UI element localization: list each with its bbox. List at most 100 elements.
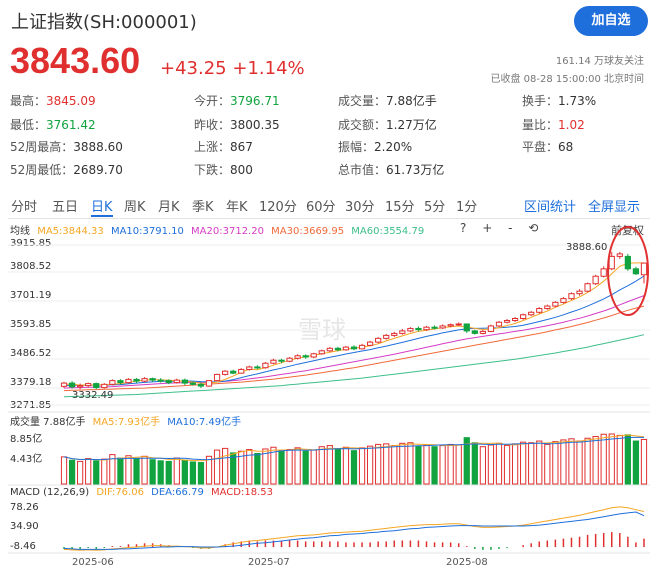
volume-bar: [222, 447, 229, 485]
candle-body: [318, 350, 325, 355]
volume-bar: [399, 442, 406, 485]
candle-body: [254, 366, 261, 369]
volume-bar: [254, 452, 261, 485]
volume-bar: [632, 440, 640, 485]
candle-body: [511, 318, 519, 321]
volume-bar: [455, 444, 462, 485]
volume-bar: [375, 443, 382, 485]
help-icon[interactable]: ?: [460, 221, 467, 235]
stat-unchanged: 平盘：68: [522, 140, 574, 154]
volume-bar: [528, 442, 535, 485]
range-stats-link[interactable]: 区间统计: [524, 200, 577, 215]
candle-body: [93, 383, 100, 389]
add-to-watchlist-button[interactable]: 加自选: [574, 6, 648, 36]
tab-5day[interactable]: 五日: [52, 200, 79, 215]
tab-120min[interactable]: 120分: [259, 200, 297, 215]
volume-bar: [600, 433, 607, 485]
tab-intraday[interactable]: 分时: [11, 200, 38, 215]
candle-body: [407, 327, 414, 332]
candle-body: [77, 385, 84, 388]
tab-yearly-k[interactable]: 年K: [226, 200, 248, 215]
candle-body: [391, 332, 398, 336]
tab-1min[interactable]: 1分: [456, 200, 478, 215]
volume-bar: [520, 441, 527, 485]
candle-body: [487, 325, 495, 332]
volume-bar: [592, 436, 599, 485]
volume-bar: [608, 433, 615, 485]
macd-legend: MACD (12,26,9) DIF:76.06 DEA:66.79 MACD:…: [10, 487, 277, 498]
divider: [8, 218, 650, 219]
volume-ma10: MA10:7.49亿手: [167, 417, 242, 428]
volume-bar: [294, 447, 301, 485]
candle-body: [197, 383, 205, 387]
volume-bar: [141, 455, 148, 485]
volume-bar: [157, 460, 164, 485]
adjustment-mode-select[interactable]: 前复权: [611, 224, 644, 237]
candle-body: [230, 370, 237, 374]
candle-body: [640, 262, 648, 276]
volume-bar: [366, 445, 374, 485]
volume-bars: [60, 433, 648, 485]
change-percent: +1.14%: [232, 58, 305, 79]
volume-bar: [101, 458, 108, 485]
macd-axis-label: 34.90: [10, 521, 39, 532]
reset-icon[interactable]: ⟲: [528, 221, 539, 235]
volume-bar: [423, 444, 430, 485]
stat-high: 最高：3845.09: [10, 94, 96, 108]
tab-30min[interactable]: 30分: [345, 200, 375, 215]
active-tab-indicator: [91, 215, 113, 217]
candle-body: [576, 290, 583, 295]
volume-bar: [407, 442, 414, 485]
volume-bar: [439, 445, 446, 485]
candle-body: [350, 346, 358, 350]
zoom-out-icon[interactable]: -: [508, 221, 513, 235]
candles: [60, 251, 648, 390]
candle-body: [560, 298, 567, 303]
price-axis-label: 3379.18: [10, 377, 52, 388]
tab-15min[interactable]: 15分: [385, 200, 415, 215]
tab-weekly-k[interactable]: 周K: [124, 200, 146, 215]
volume-bar: [487, 444, 495, 485]
volume-bar: [197, 462, 205, 485]
watermark: 雪球: [298, 316, 346, 344]
volume-bar: [246, 449, 253, 485]
volume-bar: [93, 460, 100, 485]
stat-52w-high: 52周最高：3888.60: [10, 140, 123, 154]
volume-bar: [383, 443, 390, 485]
tab-monthly-k[interactable]: 月K: [158, 200, 180, 215]
volume-bar: [270, 446, 277, 485]
candle-body: [302, 355, 309, 358]
candle-body: [101, 383, 108, 389]
candle-body: [600, 268, 607, 277]
tab-quarterly-k[interactable]: 季K: [192, 200, 214, 215]
followers-count: 161.14 万球友关注: [555, 56, 644, 67]
candle-body: [431, 326, 438, 329]
macd-value: MACD:18.53: [211, 487, 273, 498]
macd-axis-label: -8.46: [10, 541, 36, 552]
candle-body: [125, 378, 132, 384]
candle-body: [536, 308, 543, 313]
candle-body: [60, 382, 68, 387]
price-axis-label: 3701.19: [10, 290, 52, 301]
volume-ma10-line: [63, 436, 644, 461]
candle-body: [415, 327, 422, 331]
fullscreen-link[interactable]: 全屏显示: [588, 200, 641, 215]
ma30-value: MA30:3669.95: [271, 226, 345, 237]
candle-body: [455, 323, 462, 326]
volume-axis-label: 4.43亿: [10, 454, 43, 465]
ma10-value: MA10:3791.10: [110, 226, 184, 237]
macd-dea: DEA:66.79: [151, 487, 204, 498]
macd-dif: DIF:76.06: [96, 487, 144, 498]
candle-body: [366, 341, 374, 346]
ma20-line: [63, 295, 645, 389]
tab-daily-k[interactable]: 日K: [91, 200, 113, 215]
price-axis-label: 3593.85: [10, 319, 52, 330]
ma-legend-label: 均线: [10, 226, 30, 237]
ma-legend: 均线 MA5:3844.33 MA10:3791.10 MA20:3712.20…: [10, 222, 428, 237]
tab-60min[interactable]: 60分: [306, 200, 336, 215]
tab-5min[interactable]: 5分: [424, 200, 446, 215]
ma60-value: MA60:3554.79: [351, 226, 425, 237]
candle-body: [383, 334, 390, 339]
zoom-in-icon[interactable]: +: [482, 221, 493, 235]
